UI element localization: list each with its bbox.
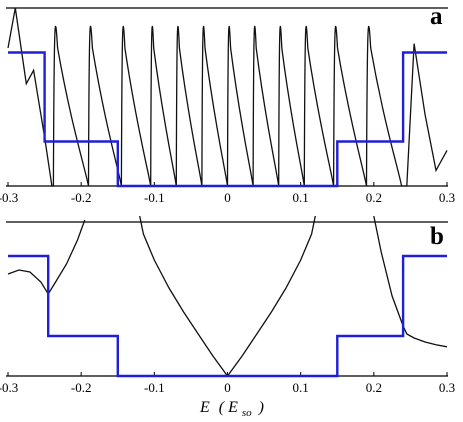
x-tick-label: 0.2 [366,190,382,205]
panel-a-curves [7,7,448,188]
panel-a-label: a [430,3,443,30]
panel-b-black-curve-2 [139,215,316,378]
x-axis-label-unit: ( E [219,399,238,416]
panel-b-black-curve-3 [373,215,448,348]
x-tick-label: 0.1 [293,190,309,205]
x-axis-label-close: ) [258,399,264,416]
x-tick-label: 0 [224,190,231,205]
panel-b-label: b [430,223,444,250]
panel-b: -0.3 -0.2 -0.1 0 0.1 0.2 0.3 b [0,215,455,395]
x-tick-label: -0.1 [144,190,165,205]
x-tick-label: -0.2 [71,380,92,395]
x-tick-label: -0.1 [144,380,165,395]
x-tick-label: 0.2 [366,380,382,395]
panel-b-x-tick-labels: -0.3 -0.2 -0.1 0 0.1 0.2 0.3 [0,380,455,395]
x-tick-label: 0.1 [293,380,309,395]
panel-a: -0.3 -0.2 -0.1 0 0.1 0.2 0.3 a [0,3,455,205]
x-axis-label-subscript: so [242,407,252,419]
x-tick-label: 0.3 [439,190,455,205]
x-axis-label-symbol: E [199,399,210,416]
x-tick-label: 0 [224,380,231,395]
x-tick-label: -0.3 [0,190,18,205]
x-tick-label: -0.3 [0,380,18,395]
panel-b-curves [7,215,448,378]
x-tick-label: -0.2 [71,190,92,205]
panel-a-black-curve [7,7,448,187]
panel-a-blue-step-curve [8,51,447,188]
x-tick-label: 0.3 [439,380,455,395]
panel-a-x-tick-labels: -0.3 -0.2 -0.1 0 0.1 0.2 0.3 [0,190,455,205]
panel-b-blue-step-curve [8,254,447,378]
panel-b-x-ticks [7,372,448,376]
x-axis-label: E ( E so ) [199,399,264,420]
